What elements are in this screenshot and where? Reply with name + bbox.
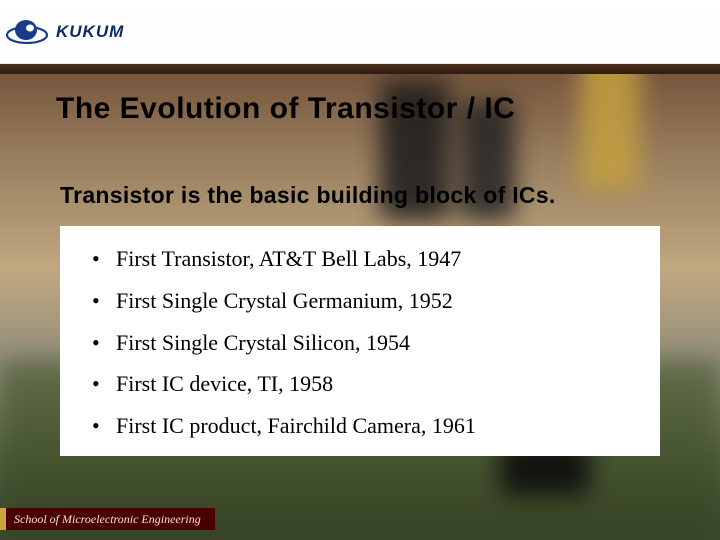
bullet-box: First Transistor, AT&T Bell Labs, 1947 F… [60,226,660,456]
footer-bar: School of Microelectronic Engineering [0,508,228,530]
list-item: First Single Crystal Silicon, 1954 [90,322,642,364]
footer-text: School of Microelectronic Engineering [6,508,215,530]
list-item: First Single Crystal Germanium, 1952 [90,280,642,322]
slide: KUKUM The Evolution of Transistor / IC T… [0,0,720,540]
list-item: First IC product, Fairchild Camera, 1961 [90,405,642,447]
bullet-list: First Transistor, AT&T Bell Labs, 1947 F… [90,238,642,447]
list-item: First IC device, TI, 1958 [90,363,642,405]
slide-subtitle: Transistor is the basic building block o… [60,182,556,209]
logo: KUKUM [4,16,124,48]
list-item: First Transistor, AT&T Bell Labs, 1947 [90,238,642,280]
logo-text: KUKUM [56,22,124,42]
top-bar: KUKUM [0,0,720,64]
top-divider-strip [0,64,720,74]
slide-title: The Evolution of Transistor / IC [56,92,515,126]
logo-icon [4,16,50,48]
